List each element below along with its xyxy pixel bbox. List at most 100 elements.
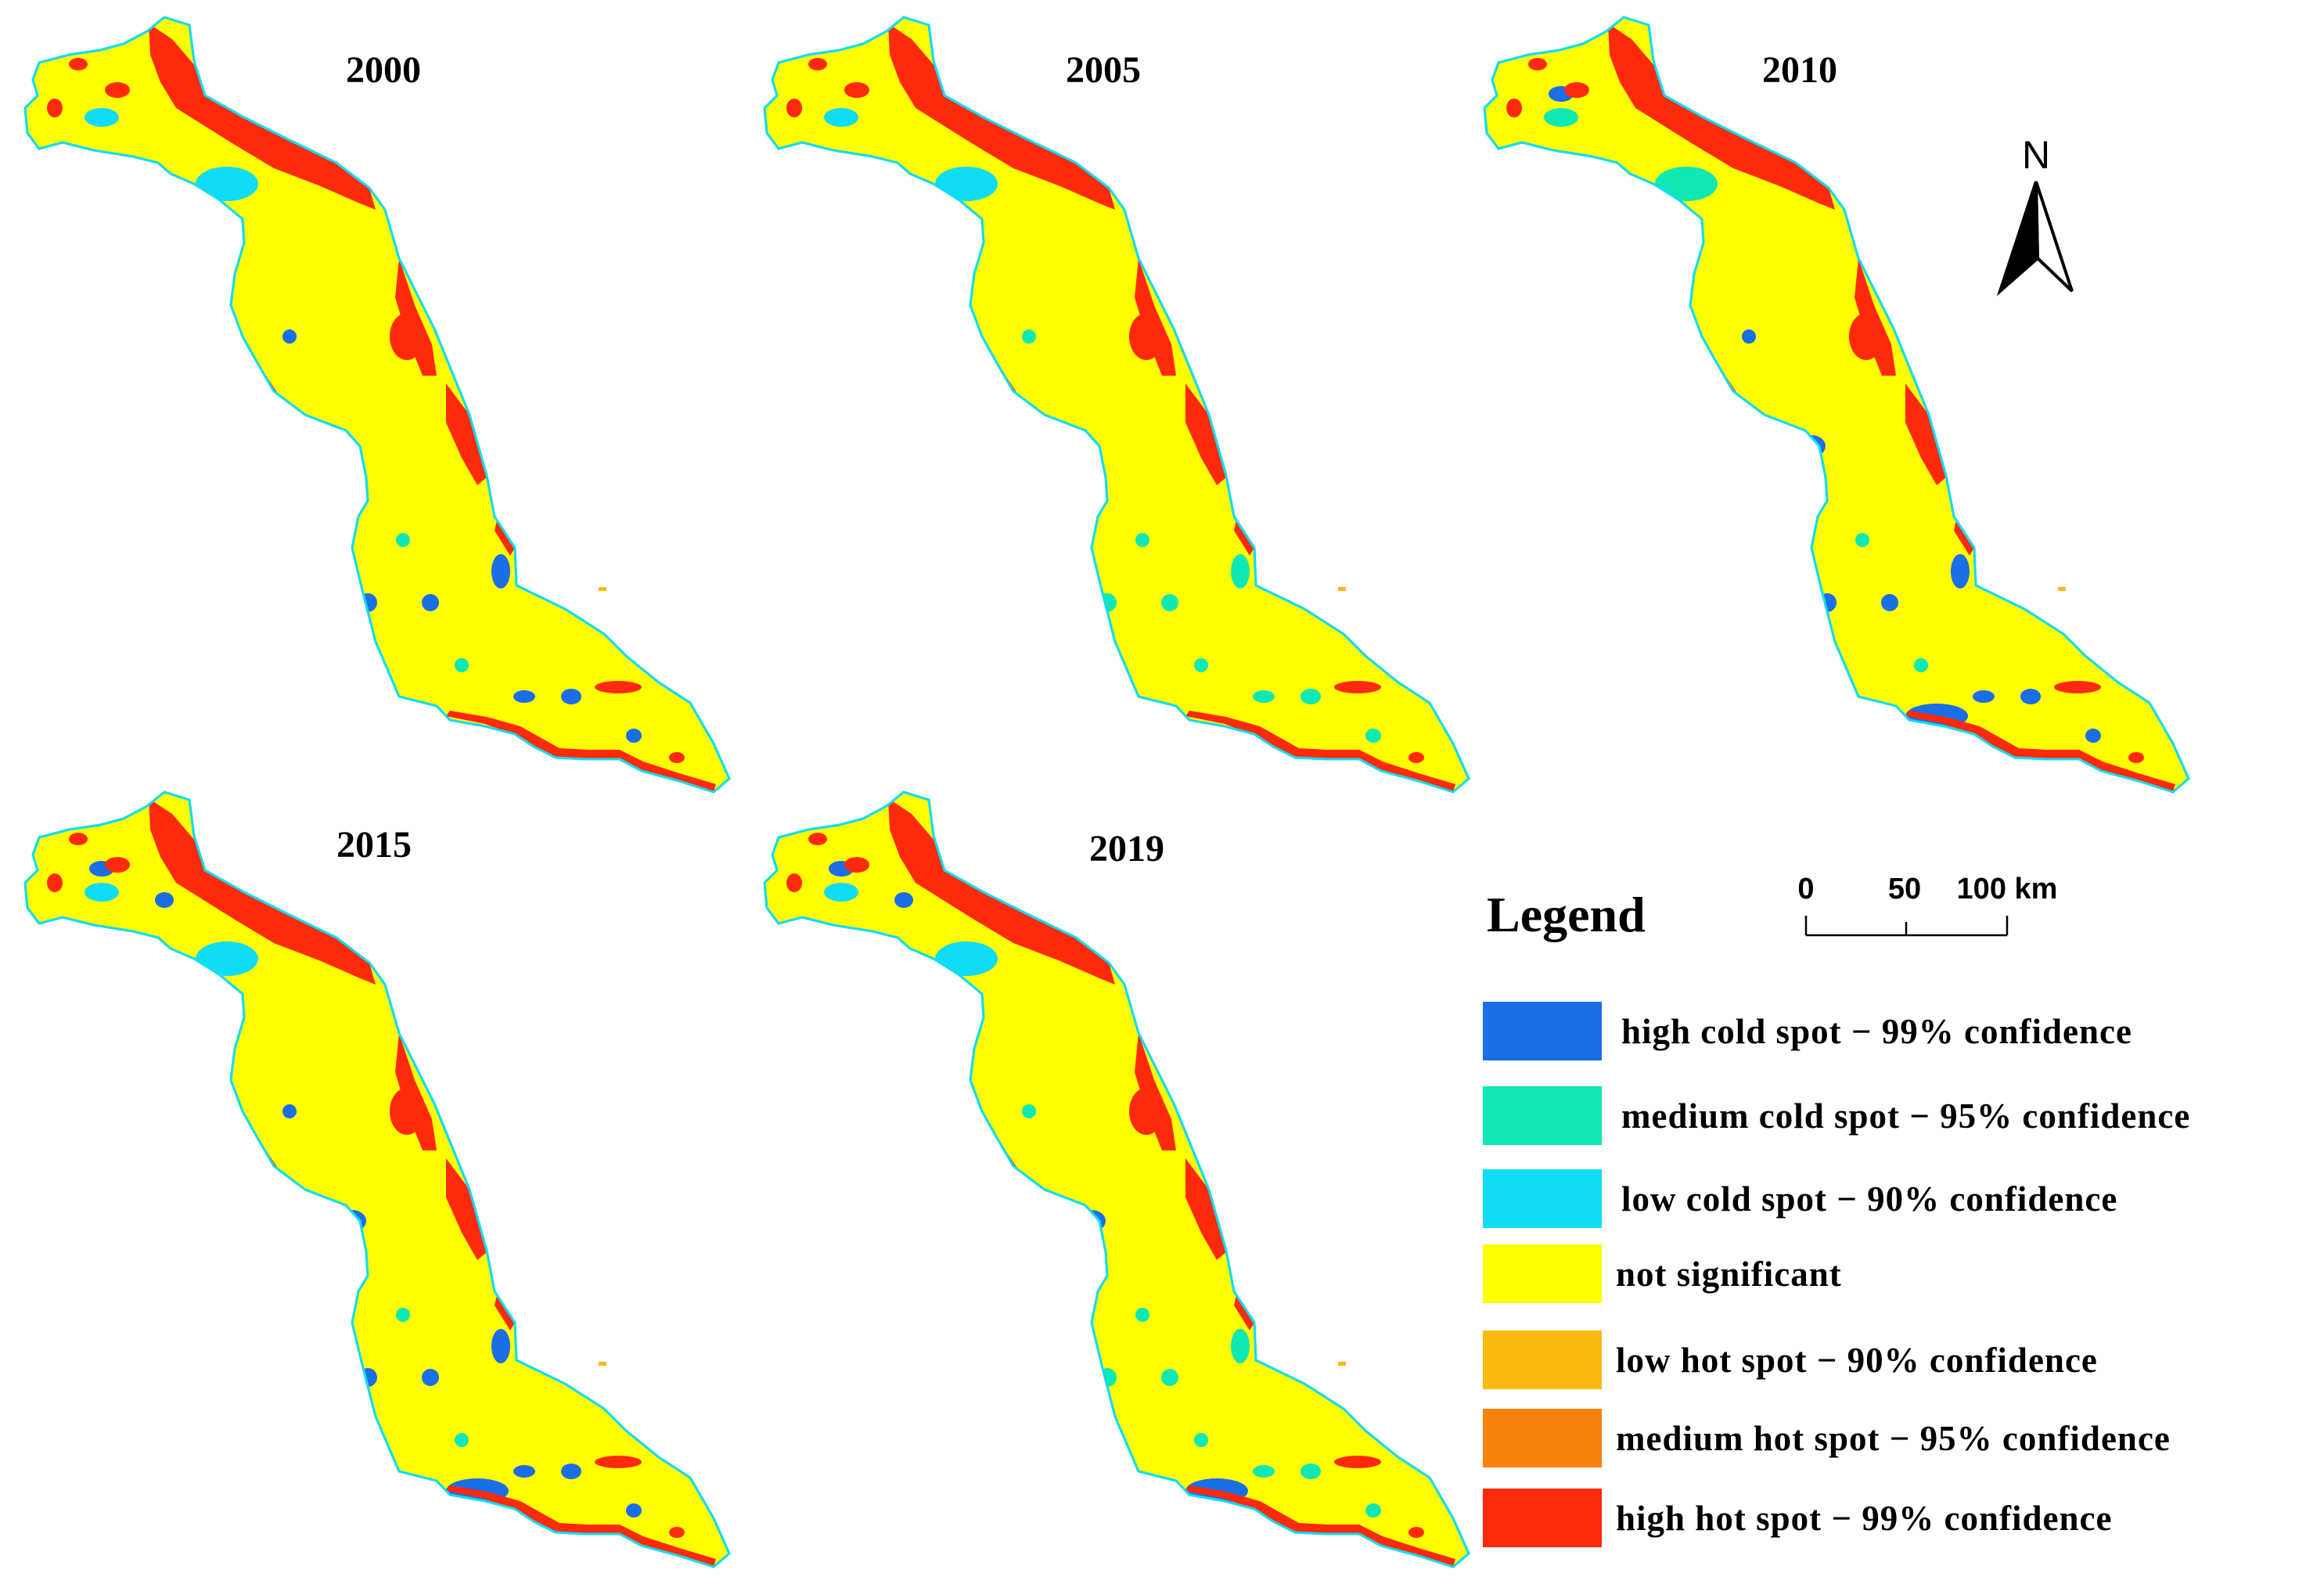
hot-spot [446, 383, 487, 485]
hot-spot [138, 982, 160, 998]
hot-spot [877, 982, 899, 998]
panel-year-label: 2000 [346, 49, 421, 91]
cold-spot [824, 108, 858, 127]
legend-label: medium hot spot − 95% confidence [1616, 1419, 2171, 1458]
cold-spot [1365, 1503, 1381, 1518]
cold-spot [513, 690, 535, 703]
hot-spot [808, 58, 827, 70]
cold-spot [1135, 1308, 1149, 1322]
legend-label: high hot spot − 99% confidence [1616, 1499, 2112, 1538]
hot-spot [669, 752, 685, 763]
legend-label: not significant [1616, 1255, 1842, 1294]
legend-label: low hot spot − 90% confidence [1616, 1341, 2098, 1380]
cold-spot [1044, 1244, 1061, 1261]
hot-spot [105, 82, 130, 98]
cold-spot [1012, 1384, 1031, 1402]
cold-spot [1301, 689, 1321, 704]
cold-spot [1253, 1465, 1275, 1478]
cold-spot [561, 1464, 581, 1479]
cold-spot [233, 1180, 252, 1199]
cold-spot [998, 1323, 1013, 1338]
north-arrow-dark-half [1996, 181, 2040, 297]
cold-spot [912, 235, 927, 250]
cold-spot [1742, 329, 1756, 344]
map-panel-2010 [1483, 16, 2190, 794]
cold-spot [1135, 533, 1149, 547]
cold-spot [1544, 108, 1578, 127]
hot-spot [888, 23, 1115, 210]
hot-spot [844, 82, 869, 98]
cold-spot [1301, 1464, 1321, 1479]
legend-title: Legend [1487, 887, 1646, 942]
islet-mark [1338, 1362, 1346, 1366]
hot-spot [149, 23, 376, 210]
legend-label: low cold spot − 90% confidence [1621, 1179, 2117, 1219]
legend-label: medium cold spot − 95% confidence [1621, 1096, 2190, 1136]
map-panel-2005 [763, 16, 1470, 794]
cold-spot [1022, 329, 1036, 344]
cold-spot [1231, 1329, 1250, 1363]
cold-spot [1231, 554, 1250, 589]
cold-spot [1693, 405, 1711, 424]
hot-spot [808, 833, 827, 845]
legend-swatch [1483, 1169, 1602, 1228]
hot-spot [1334, 681, 1381, 693]
cold-spot [304, 1244, 322, 1261]
hot-spot [786, 99, 802, 117]
hot-spot [1129, 1088, 1164, 1135]
islet-mark [2058, 587, 2066, 591]
hot-spot [669, 1527, 685, 1538]
cold-spot [1022, 1104, 1036, 1118]
hot-spot [844, 857, 869, 873]
hot-spot [1334, 1456, 1381, 1468]
cold-spot [455, 658, 469, 672]
cold-spot [1365, 729, 1381, 743]
hot-spot [888, 798, 1115, 985]
islet-mark [599, 587, 606, 591]
cold-spot [196, 167, 258, 201]
hot-spot [69, 833, 88, 845]
hot-spot [1129, 313, 1164, 360]
cold-spot [626, 1503, 642, 1518]
cold-spot [1194, 658, 1208, 672]
hot-spot [1408, 752, 1424, 763]
cold-spot [204, 1057, 218, 1071]
region-not-significant [23, 16, 731, 794]
cold-spot [233, 405, 252, 424]
hot-spot [2054, 681, 2101, 693]
cold-spot [1951, 554, 1970, 589]
hot-spot [1905, 383, 1946, 485]
legend-label: high cold spot − 99% confidence [1621, 1012, 2132, 1051]
cold-spot [85, 108, 119, 127]
hot-spot [69, 58, 88, 70]
cold-spot [259, 549, 273, 563]
map-panel-2015 [23, 790, 731, 1568]
hot-spot [595, 681, 642, 693]
cold-spot [935, 167, 998, 201]
cold-spot [455, 1433, 469, 1447]
map-panels [23, 16, 2190, 1568]
islet-mark [1338, 587, 1346, 591]
legend-swatch [1483, 1244, 1602, 1303]
cold-spot [172, 1010, 188, 1025]
hot-spot [2128, 752, 2144, 763]
cold-spot [561, 689, 581, 704]
cold-spot [1194, 1433, 1208, 1447]
legend-swatch [1483, 1002, 1602, 1060]
hot-spot [390, 1088, 424, 1135]
hot-spot [1408, 1527, 1424, 1538]
legend-swatch [1483, 1409, 1602, 1467]
cold-spot [912, 1010, 927, 1025]
cold-spot [282, 1104, 297, 1118]
cold-spot [422, 594, 439, 611]
cold-spot [329, 673, 344, 689]
cold-spot [973, 405, 991, 424]
cold-spot [259, 1323, 273, 1338]
cold-spot [1973, 690, 1995, 703]
scale-tick-100: 100 km [1957, 873, 2058, 906]
cold-spot [894, 892, 913, 908]
cold-spot [1655, 167, 1718, 201]
hot-spot [47, 99, 63, 117]
scale-tick-0: 0 [1797, 873, 1814, 906]
